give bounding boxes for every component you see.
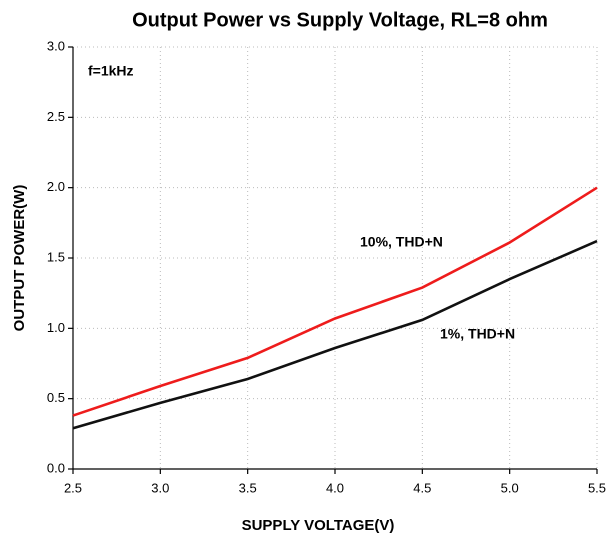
y-tick-label: 0.0 — [47, 460, 65, 475]
line — [72, 186, 598, 417]
x-tick-label: 5.5 — [588, 480, 606, 495]
y-tick-label: 1.0 — [47, 320, 65, 335]
x-axis-label: SUPPLY VOLTAGE(V) — [242, 517, 395, 534]
y-tick-label: 2.5 — [47, 109, 65, 124]
x-tick-label: 3.5 — [239, 480, 257, 495]
x-tick-label: 4.5 — [413, 480, 431, 495]
x-tick-label: 2.5 — [64, 480, 82, 495]
y-tick-label: 0.5 — [47, 390, 65, 405]
x-tick-label: 3.0 — [151, 480, 169, 495]
y-tick-label: 1.5 — [47, 249, 65, 264]
x-tick-label: 5.0 — [501, 480, 519, 495]
x-tick-label: 4.0 — [326, 480, 344, 495]
y-tick-label: 3.0 — [47, 38, 65, 53]
y-tick-label: 2.0 — [47, 179, 65, 194]
series-label: 1%, THD+N — [440, 326, 515, 342]
annotation: f=1kHz — [88, 63, 134, 79]
series-label: 10%, THD+N — [360, 234, 443, 250]
chart-title: Output Power vs Supply Voltage, RL=8 ohm — [132, 9, 548, 31]
line — [72, 239, 598, 430]
y-axis-label: OUTPUT POWER(W) — [11, 185, 28, 332]
